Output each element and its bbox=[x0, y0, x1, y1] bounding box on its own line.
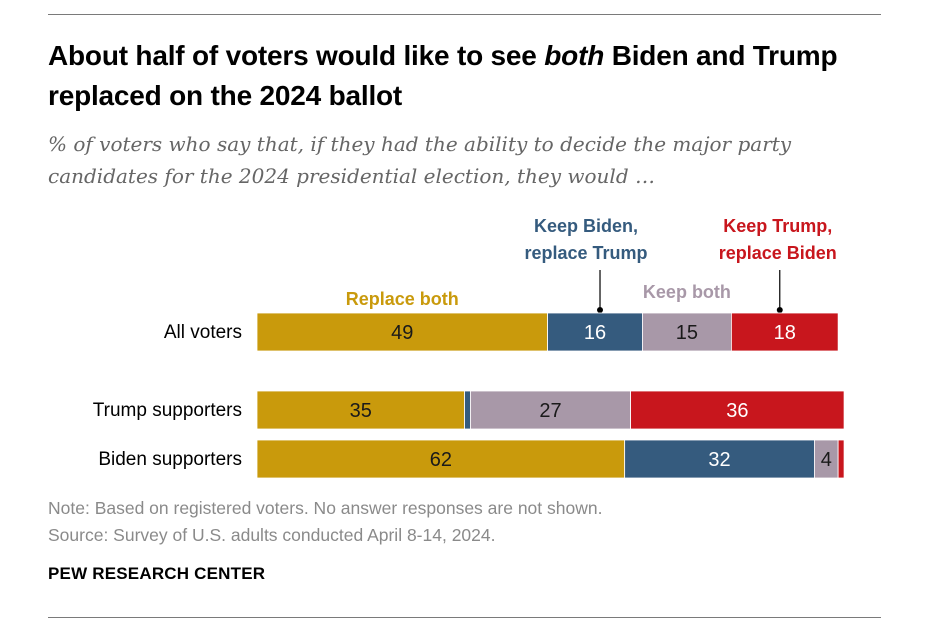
data-label: 4 bbox=[821, 449, 832, 471]
data-label: 18 bbox=[774, 322, 796, 344]
top-rule bbox=[48, 14, 881, 15]
data-label: 16 bbox=[584, 322, 606, 344]
bar-segment bbox=[642, 312, 732, 352]
data-label: 62 bbox=[430, 449, 452, 471]
category-label: Trump supporters bbox=[93, 400, 242, 421]
legend-leader-dot bbox=[597, 307, 604, 313]
legend-label: replace Biden bbox=[719, 243, 837, 263]
data-label: 32 bbox=[708, 449, 730, 471]
bar-segment bbox=[256, 439, 626, 479]
legend-label: Replace both bbox=[346, 289, 459, 309]
data-label: 15 bbox=[676, 322, 698, 344]
bar-segment bbox=[256, 312, 548, 352]
brand-logo-text: PEW RESEARCH CENTER bbox=[48, 564, 266, 583]
bar-segment bbox=[624, 439, 815, 479]
legend-label: Keep Biden, bbox=[534, 216, 638, 236]
legend-label: replace Trump bbox=[524, 243, 647, 263]
category-label: All voters bbox=[164, 322, 242, 343]
legend-label: Keep Trump, bbox=[723, 216, 832, 236]
source-text: Source: Survey of U.S. adults conducted … bbox=[48, 525, 496, 545]
stacked-bar-chart: Replace both Keep Biden, replace Trump Keep… bbox=[93, 216, 845, 479]
data-label: 27 bbox=[539, 400, 561, 422]
bar-segment bbox=[837, 439, 845, 479]
bar-segment bbox=[464, 390, 471, 430]
legend-label: Keep both bbox=[643, 282, 731, 302]
data-label: 49 bbox=[391, 322, 413, 344]
bar-segment bbox=[630, 390, 845, 430]
chart-subtitle: % of voters who say that, if they had th… bbox=[48, 132, 792, 188]
bar-segment bbox=[731, 312, 839, 352]
legend: Replace both Keep Biden, replace Trump Keep… bbox=[346, 216, 837, 313]
bar-segment bbox=[470, 390, 631, 430]
note-text: Note: Based on registered voters. No ans… bbox=[48, 498, 603, 518]
bottom-rule bbox=[48, 617, 881, 618]
data-label: 36 bbox=[726, 400, 748, 422]
category-label: Biden supporters bbox=[98, 449, 242, 470]
bars: All voters 49 16 15 18 Trump supporters 35 27 36… bbox=[93, 312, 845, 479]
bar-segment bbox=[547, 312, 643, 352]
data-label: 35 bbox=[350, 400, 372, 422]
legend-leader-dot bbox=[776, 307, 783, 313]
chart-title: About half of voters would like to see b… bbox=[48, 40, 838, 111]
